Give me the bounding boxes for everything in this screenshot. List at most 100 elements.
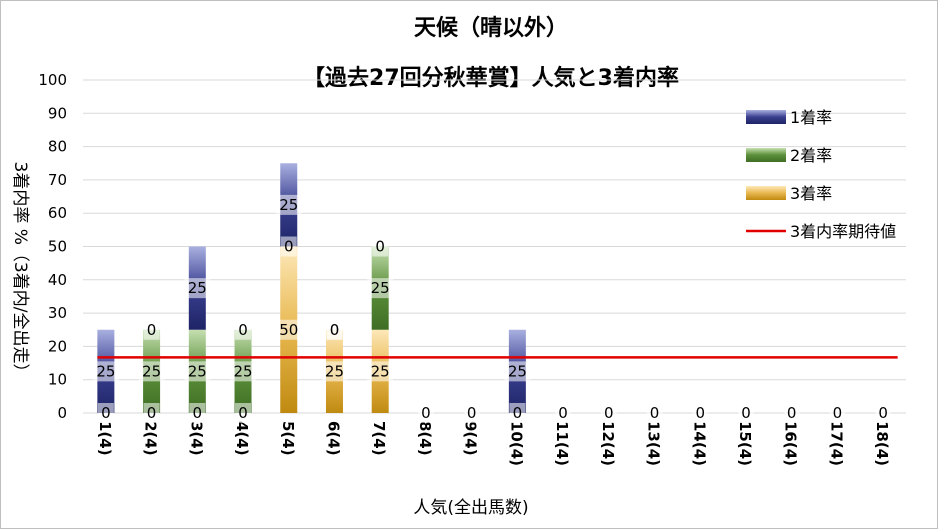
label-bg-3-1着率 — [184, 278, 211, 299]
label-bg-9-3着率 — [463, 403, 480, 423]
label-bg-5-1着率 — [275, 194, 302, 215]
label-bg-16-3着率 — [783, 403, 800, 423]
x-tick-labels: 1(4) 2(4) 3(4) 4(4) 5(4) 6(4) 7(4) 8(4) 9(4) 10(4… — [96, 421, 891, 466]
x-tick-11: 11(4) — [553, 421, 571, 466]
legend-label-3着内率期待値: 3着内率期待値 — [790, 222, 896, 241]
x-tick-6: 6(4) — [324, 421, 342, 456]
x-axis-title: 人気(全出馬数) — [413, 498, 528, 518]
label-bg-8-3着率 — [417, 403, 434, 423]
data-label-4-3着率: 0 — [238, 404, 248, 422]
x-tick-16: 16(4) — [782, 421, 800, 466]
data-label-8-3着率: 0 — [421, 404, 431, 422]
legend-swatch-1着率 — [746, 110, 786, 124]
data-label-10-1着率: 25 — [508, 362, 527, 380]
data-label-12-3着率: 0 — [604, 404, 614, 422]
data-label-4-2着率: 25 — [233, 362, 252, 380]
data-label-5-3着率: 50 — [279, 321, 298, 339]
x-tick-5: 5(4) — [279, 421, 297, 456]
y-tick-70: 70 — [48, 171, 67, 189]
label-bg-3-3着率 — [189, 403, 206, 423]
data-label-14-3着率: 0 — [695, 404, 705, 422]
y-tick-30: 30 — [48, 304, 67, 322]
x-tick-9: 9(4) — [462, 421, 480, 456]
label-bg-6-3着率 — [321, 361, 348, 382]
data-label-4-1着率: 0 — [238, 321, 248, 339]
x-tick-17: 17(4) — [827, 421, 845, 466]
data-label-10-3着率: 0 — [513, 404, 523, 422]
data-label-2-3着率: 0 — [147, 404, 157, 422]
y-tick-50: 50 — [48, 238, 67, 256]
data-label-2-2着率: 25 — [142, 362, 161, 380]
data-label-11-3着率: 0 — [558, 404, 568, 422]
label-bg-2-2着率 — [138, 361, 165, 382]
label-bg-7-3着率 — [367, 361, 394, 382]
label-bg-15-3着率 — [737, 403, 754, 423]
x-tick-10: 10(4) — [507, 421, 525, 466]
data-label-16-3着率: 0 — [787, 404, 797, 422]
legend-label-3着率: 3着率 — [790, 184, 832, 203]
y-axis-title: 3着内率 %（3着内/全出走） — [10, 162, 30, 381]
bars — [97, 163, 898, 413]
label-bg-11-3着率 — [555, 403, 572, 423]
x-tick-3: 3(4) — [187, 421, 205, 456]
data-label-9-3着率: 0 — [467, 404, 477, 422]
label-bg-7-2着率 — [367, 278, 394, 299]
data-label-7-3着率: 25 — [371, 362, 390, 380]
label-bg-2-3着率 — [143, 403, 160, 423]
legend-swatch-3着率 — [746, 186, 786, 200]
y-tick-80: 80 — [48, 138, 67, 156]
label-bg-10-3着率 — [509, 403, 526, 423]
data-label-18-3着率: 0 — [878, 404, 888, 422]
label-bg-12-3着率 — [600, 403, 617, 423]
label-bg-14-3着率 — [692, 403, 709, 423]
data-label-6-1着率: 0 — [330, 321, 340, 339]
legend-label-2着率: 2着率 — [790, 146, 832, 165]
y-tick-10: 10 — [48, 371, 67, 389]
data-label-1-1着率: 25 — [96, 362, 115, 380]
data-labels: 0 25 0 25 0 0 25 25 0 25 0 50 0 25 25 0 0 25 25 0 0 0 0 25 0 0 0 0 0… — [92, 194, 892, 423]
x-tick-13: 13(4) — [645, 421, 663, 466]
label-bg-2-1着率 — [143, 319, 160, 340]
data-label-5-1着率: 25 — [279, 196, 298, 214]
data-label-2-1着率: 0 — [147, 321, 157, 339]
label-bg-4-2着率 — [230, 361, 257, 382]
y-tick-0: 0 — [57, 404, 67, 422]
label-bg-1-3着率 — [97, 403, 114, 423]
data-label-3-2着率: 25 — [188, 362, 207, 380]
label-bg-3-2着率 — [184, 361, 211, 382]
x-tick-14: 14(4) — [690, 421, 708, 466]
data-label-6-3着率: 25 — [325, 362, 344, 380]
x-tick-8: 8(4) — [416, 421, 434, 456]
x-tick-2: 2(4) — [142, 421, 160, 456]
x-tick-4: 4(4) — [233, 421, 251, 456]
data-label-1-3着率: 0 — [101, 404, 111, 422]
label-bg-13-3着率 — [646, 403, 663, 423]
y-tick-40: 40 — [48, 271, 67, 289]
chart-subtitle: 【過去27回分秋華賞】人気と3着内率 — [303, 65, 679, 91]
x-tick-12: 12(4) — [599, 421, 617, 466]
label-bg-10-1着率 — [504, 361, 531, 382]
label-bg-1-1着率 — [92, 361, 119, 382]
data-label-3-1着率: 25 — [188, 279, 207, 297]
data-label-17-3着率: 0 — [833, 404, 843, 422]
label-bg-7-1着率 — [372, 236, 389, 257]
label-bg-5-3着率 — [275, 319, 302, 340]
data-label-7-1着率: 0 — [375, 238, 385, 256]
data-label-3-3着率: 0 — [193, 404, 203, 422]
x-tick-1: 1(4) — [96, 421, 114, 456]
chart-title: 天候（晴以外） — [414, 15, 568, 41]
legend: 1着率 2着率 3着率 3着内率期待値 — [746, 108, 896, 241]
data-label-13-3着率: 0 — [650, 404, 660, 422]
x-tick-15: 15(4) — [736, 421, 754, 466]
label-bg-6-1着率 — [326, 319, 343, 340]
y-tick-labels: 0 10 20 30 40 50 60 70 80 90 100 — [38, 71, 67, 422]
x-tick-7: 7(4) — [370, 421, 388, 456]
legend-swatch-2着率 — [746, 148, 786, 162]
legend-label-1着率: 1着率 — [790, 108, 832, 127]
y-tick-20: 20 — [48, 337, 67, 355]
data-label-15-3着率: 0 — [741, 404, 751, 422]
data-label-7-2着率: 25 — [371, 279, 390, 297]
x-tick-18: 18(4) — [873, 421, 891, 466]
